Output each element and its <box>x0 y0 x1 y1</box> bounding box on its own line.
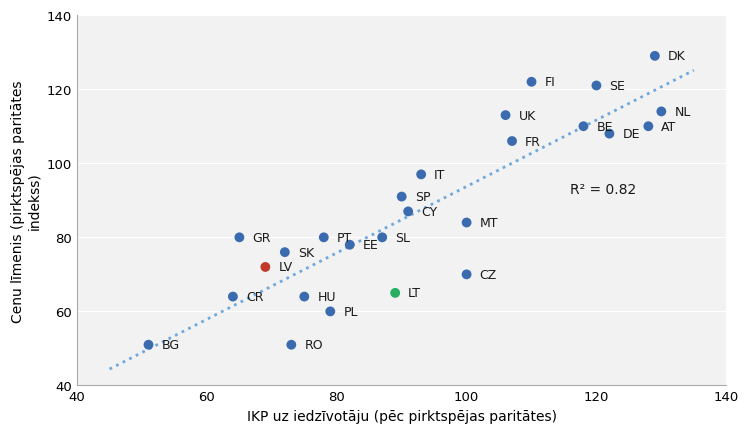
Point <box>344 242 355 249</box>
Text: PL: PL <box>344 305 358 318</box>
Y-axis label: Cenu līmenis (pirktspējas paritātes
indekss): Cenu līmenis (pirktspējas paritātes inde… <box>11 80 41 322</box>
Point <box>642 123 654 130</box>
Text: SE: SE <box>610 80 626 93</box>
Point <box>324 308 336 315</box>
Point <box>260 264 272 271</box>
Point <box>318 234 330 241</box>
Point <box>460 271 472 278</box>
Point <box>279 249 291 256</box>
Text: EE: EE <box>363 239 379 252</box>
Text: DK: DK <box>668 50 686 63</box>
Point <box>227 293 239 300</box>
Text: HU: HU <box>317 290 336 303</box>
Point <box>500 112 512 119</box>
Point <box>578 123 590 130</box>
Text: CZ: CZ <box>479 268 496 281</box>
Point <box>402 208 414 215</box>
Point <box>460 220 472 227</box>
Point <box>590 83 602 90</box>
Point <box>142 342 154 349</box>
Text: PT: PT <box>337 231 352 244</box>
Point <box>285 342 297 349</box>
Text: CY: CY <box>422 205 437 218</box>
Text: MT: MT <box>479 217 498 230</box>
Text: GR: GR <box>253 231 271 244</box>
Text: BE: BE <box>596 121 613 133</box>
Point <box>233 234 245 241</box>
Text: LV: LV <box>278 261 292 274</box>
Text: AT: AT <box>662 121 676 133</box>
Text: FI: FI <box>544 76 555 89</box>
X-axis label: IKP uz iedzīvotāju (pēc pirktspējas paritātes): IKP uz iedzīvotāju (pēc pirktspējas pari… <box>247 409 556 423</box>
Point <box>298 293 310 300</box>
Point <box>389 290 401 297</box>
Text: NL: NL <box>674 105 691 118</box>
Point <box>396 194 408 201</box>
Text: LT: LT <box>408 287 422 300</box>
Text: CR: CR <box>246 290 263 303</box>
Point <box>416 171 428 178</box>
Point <box>649 53 661 60</box>
Point <box>526 79 538 86</box>
Point <box>604 131 616 138</box>
Text: R² = 0.82: R² = 0.82 <box>571 183 637 197</box>
Point <box>506 138 518 145</box>
Text: RO: RO <box>304 339 323 352</box>
Text: FR: FR <box>525 135 541 148</box>
Text: SK: SK <box>298 246 314 259</box>
Text: SL: SL <box>395 231 410 244</box>
Text: SP: SP <box>415 191 430 204</box>
Point <box>656 108 668 115</box>
Point <box>376 234 388 241</box>
Text: DE: DE <box>622 128 640 141</box>
Text: UK: UK <box>518 109 536 122</box>
Text: BG: BG <box>161 339 179 352</box>
Text: IT: IT <box>434 168 445 181</box>
